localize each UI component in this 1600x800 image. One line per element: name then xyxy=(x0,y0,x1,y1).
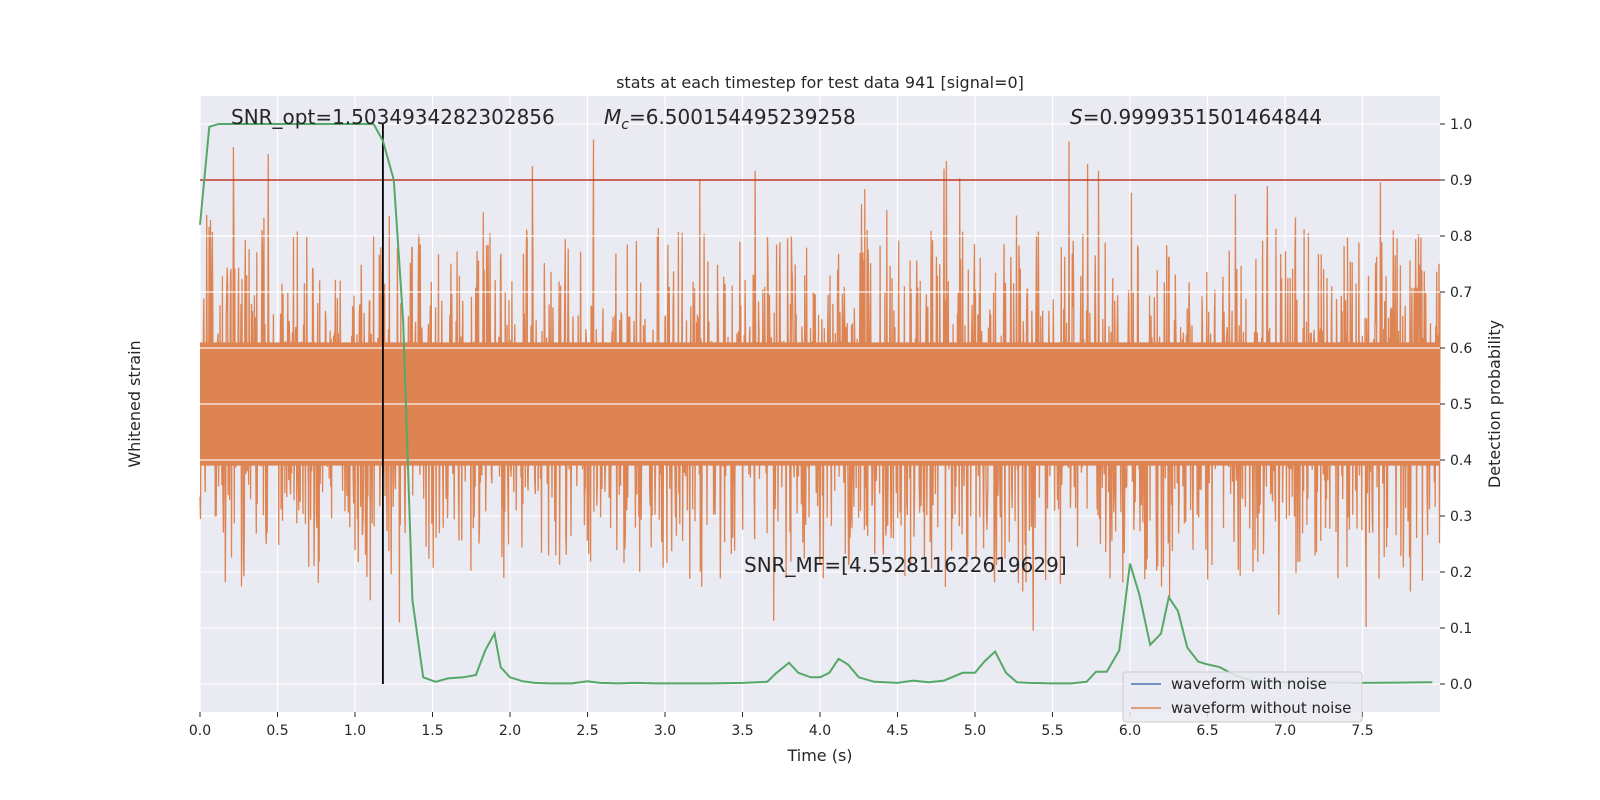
x-tick-label: 2.5 xyxy=(576,723,598,739)
x-tick-label: 4.0 xyxy=(809,723,831,739)
right-tick-label: 0.0 xyxy=(1450,677,1472,693)
x-tick-label: 6.5 xyxy=(1196,723,1218,739)
chart-title: stats at each timestep for test data 941… xyxy=(616,73,1024,92)
right-tick-label: 0.6 xyxy=(1450,341,1472,357)
x-tick-label: 1.0 xyxy=(344,723,366,739)
snr-opt-annotation: SNR_opt=1.5034934282302856 xyxy=(231,105,555,129)
x-tick-label: 7.0 xyxy=(1274,723,1296,739)
right-tick-label: 0.7 xyxy=(1450,285,1472,301)
chirp-mass-annotation: Mc=6.500154495239258 xyxy=(604,105,856,133)
right-tick-label: 0.2 xyxy=(1450,565,1472,581)
x-tick-label: 3.0 xyxy=(654,723,676,739)
legend: waveform with noise waveform without noi… xyxy=(1122,671,1363,723)
x-tick-label: 7.5 xyxy=(1351,723,1373,739)
legend-box xyxy=(1122,671,1363,723)
x-axis: 0.0 0.5 1.0 1.5 2.0 2.5 3.0 3.5 4.0 4.5 5.0 5.5 6.0 6… xyxy=(189,712,1374,739)
right-tick-label: 1.0 xyxy=(1450,117,1472,133)
x-tick-label: 0.0 xyxy=(189,723,211,739)
snr-mf-annotation: SNR_MF=[4.552811622619629] xyxy=(744,553,1067,577)
right-tick-label: 0.5 xyxy=(1450,397,1472,413)
x-axis-label: Time (s) xyxy=(786,746,852,765)
right-axis: 0.0 0.1 0.2 0.3 0.4 0.5 0.6 0.7 0.8 0.9 1.0 xyxy=(1440,117,1472,693)
x-tick-label: 5.5 xyxy=(1041,723,1063,739)
left-axis-label: Whitened strain xyxy=(125,340,144,467)
right-tick-label: 0.8 xyxy=(1450,229,1472,245)
right-tick-label: 0.3 xyxy=(1450,509,1472,525)
legend-label-with-noise: waveform with noise xyxy=(1171,675,1327,693)
chirp-mass-symbol: M xyxy=(604,105,621,129)
score-symbol: S xyxy=(1070,105,1083,129)
score-value: =0.9999351501464844 xyxy=(1083,105,1322,129)
right-tick-label: 0.1 xyxy=(1450,621,1472,637)
right-axis-label: Detection probability xyxy=(1485,320,1504,488)
x-tick-label: 1.5 xyxy=(421,723,443,739)
x-tick-label: 0.5 xyxy=(266,723,288,739)
score-annotation: S=0.9999351501464844 xyxy=(1070,105,1322,129)
chirp-mass-subscript: c xyxy=(621,117,629,133)
legend-label-without-noise: waveform without noise xyxy=(1171,699,1351,717)
chirp-mass-value: =6.500154495239258 xyxy=(629,105,856,129)
overlays xyxy=(199,123,1440,685)
right-tick-label: 0.4 xyxy=(1450,453,1472,469)
x-tick-label: 5.0 xyxy=(964,723,986,739)
right-tick-label: 0.9 xyxy=(1450,173,1472,189)
detection-probability-line xyxy=(199,123,1433,685)
x-tick-label: 3.5 xyxy=(731,723,753,739)
x-tick-label: 6.0 xyxy=(1119,723,1141,739)
x-tick-label: 2.0 xyxy=(499,723,521,739)
x-tick-label: 4.5 xyxy=(886,723,908,739)
